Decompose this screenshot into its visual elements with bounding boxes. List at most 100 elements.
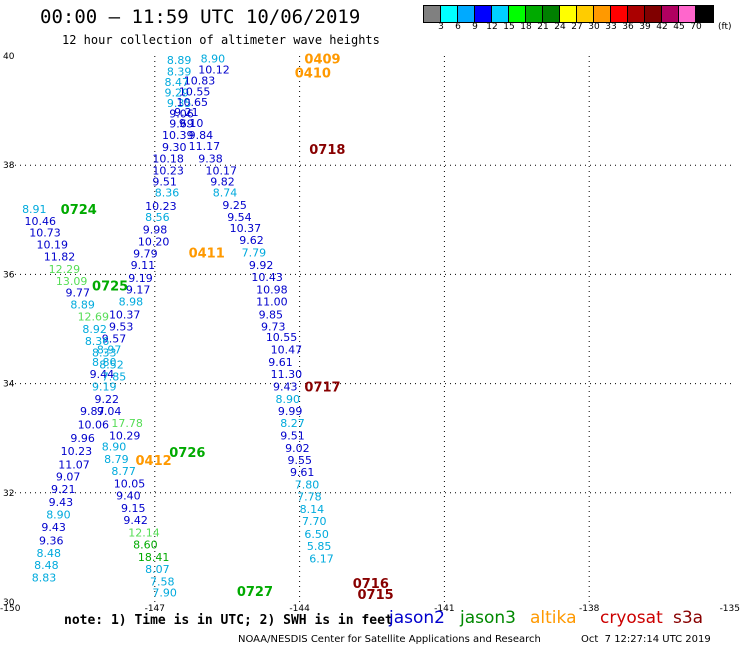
wave-height-point: 9.84	[189, 129, 214, 142]
wave-height-point: 8.33	[92, 346, 117, 359]
wave-height-point: 8.79	[104, 453, 128, 466]
wave-height-point: 8.60	[133, 539, 158, 552]
wave-height-point: 9.98	[143, 224, 168, 237]
pass-label: 0410	[295, 66, 331, 81]
color-scale-label: 6	[455, 22, 461, 32]
color-scale-swatch	[441, 6, 458, 22]
wave-height-point: 9.04	[97, 405, 122, 418]
wave-height-point: 8.77	[111, 465, 136, 478]
chart-subtitle: 12 hour collection of altimeter wave hei…	[62, 33, 380, 47]
color-scale-swatch	[679, 6, 696, 22]
wave-height-point: 8.90	[102, 440, 127, 453]
color-scale-label: 45	[673, 22, 685, 32]
x-tick-label: -138	[579, 604, 600, 614]
wave-height-point: 10.17	[205, 165, 237, 178]
wave-height-point: 9.92	[249, 259, 273, 272]
wave-height-point: 10.55	[266, 331, 298, 344]
legend-item-jason2: jason2	[389, 608, 445, 628]
wave-height-point: 9.21	[51, 483, 76, 496]
color-scale-label: 12	[486, 22, 498, 32]
wave-height-point: 18.41	[138, 551, 170, 564]
y-tick-label: 40	[3, 52, 15, 62]
x-tick-label: -144	[289, 604, 310, 614]
wave-height-point: 9.38	[198, 153, 223, 166]
wave-height-point: 7.80	[295, 479, 320, 492]
generation-timestamp: Oct 7 12:27:14 UTC 2019	[581, 634, 711, 645]
pass-label: 0724	[61, 203, 97, 218]
color-scale-swatch	[560, 6, 577, 22]
wave-height-point: 12.14	[128, 527, 160, 540]
wave-height-point: 8.91	[22, 203, 47, 216]
color-scale-swatch	[424, 6, 441, 22]
wave-height-point: 9.57	[102, 332, 127, 345]
wave-height-point: 9.11	[131, 259, 156, 272]
wave-height-point: 10.47	[271, 344, 303, 357]
wave-height-point: 9.15	[121, 502, 146, 515]
pass-label: 0716	[353, 577, 389, 592]
wave-height-point: 9.02	[285, 442, 310, 455]
legend-item-s3a: s3a	[673, 608, 704, 628]
pass-label: 0409	[304, 53, 340, 68]
wave-height-point: 12.69	[78, 310, 110, 323]
color-scale-swatch	[628, 6, 645, 22]
color-scale-swatch	[662, 6, 679, 22]
wave-height-point: 9.61	[290, 466, 315, 479]
y-tick-label: 34	[3, 380, 15, 390]
pass-label: 0727	[237, 585, 273, 600]
pass-label: 0725	[92, 279, 128, 294]
wave-height-point: 9.55	[288, 454, 313, 467]
wave-height-point: 11.00	[256, 296, 288, 309]
color-scale-label: 18	[520, 22, 532, 32]
color-scale-swatch	[594, 6, 611, 22]
wave-height-point: 9.19	[92, 380, 117, 393]
color-scale-swatch	[645, 6, 662, 22]
wave-height-point: 9.43	[273, 380, 298, 393]
wave-height-point: 9.61	[268, 356, 293, 369]
wave-height-point: 8.14	[300, 503, 325, 516]
wave-height-point: 8.90	[46, 509, 70, 522]
wave-height-point: 9.87	[80, 405, 105, 418]
wave-height-point: 8.92	[82, 323, 107, 336]
color-scale-label: 27	[571, 22, 583, 32]
wave-height-point: 7.79	[242, 247, 267, 260]
pass-label: 0726	[169, 446, 205, 461]
wave-height-point: 7.70	[302, 515, 327, 528]
y-tick-label: 38	[3, 161, 15, 171]
wave-height-point: 10.65	[177, 96, 209, 109]
wave-height-point: 10.46	[24, 215, 56, 228]
wave-height-point: 10.98	[256, 284, 288, 297]
y-tick-label: 30	[3, 598, 15, 608]
wave-height-point: 8.52	[99, 358, 124, 371]
color-scale-bar	[423, 5, 714, 23]
wave-height-point: 8.74	[213, 187, 238, 200]
wave-height-point: 8.89	[70, 298, 95, 311]
wave-height-point: 8.90	[275, 393, 300, 406]
wave-height-point: 10.37	[230, 222, 262, 235]
wave-height-point: 10.73	[29, 226, 61, 239]
chart-title: 00:00 – 11:59 UTC 10/06/2019	[40, 6, 361, 28]
wave-height-point: 9.25	[222, 199, 247, 212]
wave-height-point: 9.77	[66, 286, 91, 299]
wave-height-point: 8.98	[119, 296, 144, 309]
wave-height-point: 10.23	[61, 445, 93, 458]
wave-height-point: 8.90	[201, 53, 226, 66]
color-scale-label: 36	[622, 22, 634, 32]
wave-height-point: 11.17	[189, 140, 221, 153]
wave-height-point: 8.56	[145, 211, 170, 224]
wave-height-point: 13.09	[56, 275, 88, 288]
x-tick-label: -135	[720, 604, 740, 614]
wave-height-point: 10.05	[114, 478, 146, 491]
footer-note: note: 1) Time is in UTC; 2) SWH is in fe…	[64, 613, 393, 628]
wave-height-point: 9.07	[56, 470, 81, 483]
wave-height-point: 9.21	[174, 106, 199, 119]
wave-height-point: 8.36	[85, 335, 110, 348]
wave-height-point: 10.55	[179, 85, 211, 98]
wave-height-point: 9.06	[169, 107, 194, 120]
wave-height-point: 5.85	[307, 540, 332, 553]
wave-height-point: 8.97	[97, 344, 122, 357]
wave-height-point: 10.12	[198, 64, 230, 77]
wave-height-point: 8.89	[167, 54, 192, 67]
wave-height-point: 9.29	[164, 87, 189, 100]
wave-height-point: 10.20	[138, 236, 170, 249]
